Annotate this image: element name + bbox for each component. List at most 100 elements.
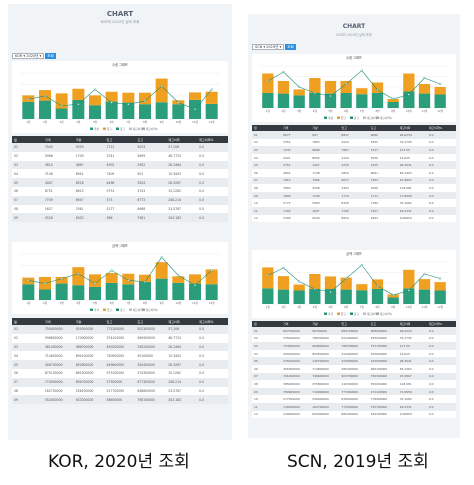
table-cell: 0.0	[426, 402, 456, 411]
table-cell: 09	[252, 191, 282, 200]
table-cell: 732700000	[368, 402, 398, 411]
table-cell: 783500000	[368, 334, 398, 343]
table-cell: 31.2795	[397, 138, 427, 147]
table-cell: 796600000	[310, 372, 340, 381]
bar-segment-green	[39, 100, 51, 119]
bar-segment-green	[277, 289, 290, 304]
table-cell: 03	[12, 342, 43, 352]
table-cell: 57300000	[104, 377, 136, 387]
table-cell: 0.0	[197, 160, 228, 170]
table-cell: 7235	[281, 146, 311, 154]
bar-segment-orange	[418, 84, 431, 94]
table-cell: 18.2331	[397, 402, 427, 411]
table-cell: 83.2463	[397, 364, 427, 373]
line-point	[210, 88, 213, 91]
query-controls: KOR ▾ 2020년 ▾ 조회	[12, 53, 56, 59]
table-cell: 02	[12, 333, 43, 343]
table-cell: 200100000	[281, 349, 311, 358]
table-cell: 118.681	[397, 184, 427, 192]
table-cell: 7789	[368, 199, 398, 207]
table-cell: 26.2464	[166, 342, 198, 352]
series-line	[28, 85, 212, 110]
table-cell: 0.0	[426, 327, 456, 335]
table-cell: 908000000	[368, 327, 398, 335]
table-row: 11 130300000 162700000 774500000 732700000 18…	[252, 402, 456, 411]
header-row: 월 가격 가량 입고 출고 재고이력 재고이력%	[12, 318, 228, 325]
table-cell: 374300000	[135, 368, 167, 378]
table-cell: 07	[12, 377, 43, 387]
table-cell: 06	[12, 368, 43, 378]
table-cell: 230900000	[281, 410, 311, 419]
legend-swatch	[142, 308, 145, 311]
table-cell: 1407	[310, 161, 340, 169]
header-row: 월 가격 가량 입고 출고 재고이력 재고이력%	[252, 321, 456, 327]
table-cell: 9698	[310, 146, 340, 154]
table-cell: 861500000	[73, 368, 105, 378]
table-cell: 2902	[135, 160, 167, 170]
bar-segment-orange	[189, 92, 201, 100]
amount-chart: 가격 입고 출고 재고이력 재고이력% 1월 2월 3월 4월 5월 6월 7월 8월 9월 10월 11월 1…	[260, 261, 448, 316]
page-subtitle: SCN의 2019년 실적 조회	[336, 33, 372, 37]
bar-segment-orange	[403, 73, 415, 92]
table-cell: 15.3403	[166, 169, 198, 179]
table-cell: 0.0	[426, 206, 456, 215]
bar-segment-orange	[155, 262, 168, 279]
table-cell: 02	[252, 334, 282, 343]
country-year-select[interactable]: KOR ▾ 2020년 ▾	[12, 53, 45, 59]
line-point	[376, 284, 379, 288]
line-point	[313, 287, 316, 291]
bar-segment-green	[324, 93, 337, 108]
table-cell: 0.0	[426, 364, 456, 373]
bar-segment-green	[356, 94, 368, 108]
table-cell: 929300000	[73, 325, 105, 334]
bar-segment-green	[434, 94, 446, 108]
bar-segment-orange	[172, 276, 185, 283]
table-row: 08 385000000 255800000 146300000 700000000 11…	[252, 380, 456, 388]
table-cell: 7981	[135, 213, 167, 223]
table-cell: 0.0	[426, 372, 456, 381]
table-cell: 4902	[104, 160, 136, 170]
table-cell: 677300000	[135, 377, 167, 387]
table-cell: 1711	[368, 191, 398, 200]
table-cell: 0.0	[197, 195, 228, 205]
table-row: 12 230900000 693000000 895400000 199300000 4.…	[252, 410, 456, 419]
table-cell: 162700000	[42, 386, 74, 396]
legend-swatch	[116, 308, 119, 311]
table-cell: 0.0	[197, 342, 228, 352]
table-cell: 8847	[339, 131, 369, 139]
legend-label: 가량	[328, 116, 333, 120]
table-row: 02 596600000 170900000 374100000 569900000 46…	[12, 333, 228, 343]
x-tick-label: 9월	[391, 109, 396, 113]
query-button[interactable]: 조회	[45, 53, 56, 59]
table-cell: 646800000	[135, 386, 167, 396]
query-button[interactable]: 조회	[285, 44, 296, 50]
table-cell: 0.0	[197, 169, 228, 179]
table-cell: 0.0	[426, 410, 456, 419]
page-subtitle: KOR의 2020년 실적 조회	[100, 20, 140, 24]
table-cell: 719000000	[310, 387, 340, 396]
bar-segment-orange	[418, 279, 431, 290]
table-cell: 09	[12, 395, 43, 405]
table-cell: 01	[12, 143, 43, 152]
series-line	[28, 256, 212, 286]
table-cell: 0.0	[426, 349, 456, 358]
x-tick-label: 6월	[344, 109, 349, 113]
query-controls: SCN ▾ 2019년 ▾ 조회	[252, 44, 296, 50]
table-row: 11 1303 1627 7745 7327 18.2331 0.0	[252, 206, 456, 215]
line-point	[329, 94, 332, 98]
legend-swatch	[350, 116, 353, 119]
x-tick-label: 11월	[422, 109, 428, 113]
bar-segment-green	[403, 288, 415, 304]
table-cell: 28.3641	[397, 161, 427, 169]
x-tick-label: 10월	[406, 109, 412, 113]
bar-segment-green	[22, 284, 35, 300]
line-point	[360, 263, 363, 267]
table-cell: 146300000	[339, 380, 369, 388]
table-cell: 0.0	[426, 146, 456, 154]
country-year-select[interactable]: SCN ▾ 2019년 ▾	[252, 44, 285, 50]
line-point	[360, 69, 363, 72]
table-cell: 884700000	[339, 327, 369, 335]
table-row: 10 5773 5969 8390 7789 33.1682 0.0	[252, 199, 456, 207]
table-cell: 8977	[281, 131, 311, 139]
bar-segment-green	[277, 93, 290, 108]
